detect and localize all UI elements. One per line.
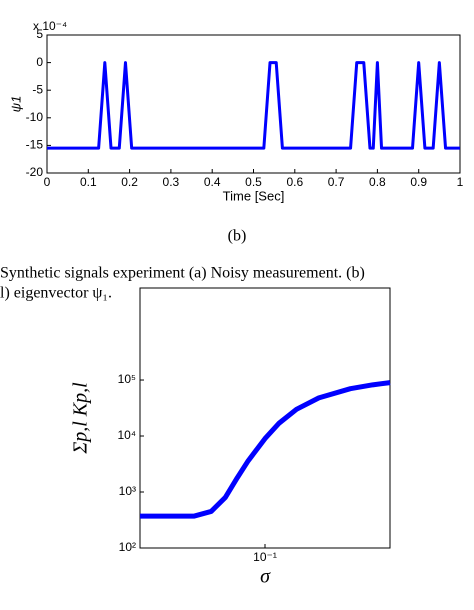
x-tick-label: 0.1 xyxy=(80,175,97,189)
data-line xyxy=(140,380,391,519)
y-tick-label: -10 xyxy=(26,110,44,124)
y-multiplier: x 10⁻⁴ xyxy=(33,19,67,33)
y-axis-label: ψ1 xyxy=(8,96,23,113)
x-tick-label: 1 xyxy=(457,175,464,189)
y-tick-label: -15 xyxy=(26,138,44,152)
plot-area xyxy=(139,287,391,549)
caption-line: Synthetic signals experiment (a) Noisy m… xyxy=(0,265,365,282)
y-tick-label: 10² xyxy=(119,540,136,554)
data-line xyxy=(47,61,460,150)
x-tick-label: 0.8 xyxy=(369,175,386,189)
y-tick-label: -20 xyxy=(26,165,44,179)
y-tick-label: 10³ xyxy=(119,484,136,498)
x-axis-label: Time [Sec] xyxy=(223,188,285,203)
y-tick-label: -5 xyxy=(32,82,43,96)
y-tick-label: 10⁴ xyxy=(117,428,136,442)
y-tick-label: 0 xyxy=(36,55,43,69)
x-tick-label: 0.3 xyxy=(163,175,180,189)
x-tick-label: 0.2 xyxy=(121,175,138,189)
caption-line: l) eigenvector ψ₁. xyxy=(0,285,112,302)
x-tick-label: 0.7 xyxy=(328,175,345,189)
y-axis-label: Σp,l Kp,l xyxy=(70,382,92,455)
x-tick-label: 0.4 xyxy=(204,175,221,189)
x-tick-label: 0.9 xyxy=(410,175,427,189)
x-tick-label: 0.5 xyxy=(245,175,262,189)
x-tick-label: 0.6 xyxy=(286,175,303,189)
x-tick-label: 0 xyxy=(44,175,51,189)
y-tick-label: 10⁵ xyxy=(118,372,136,386)
x-tick-label: 10⁻¹ xyxy=(253,550,277,564)
x-axis-label: σ xyxy=(260,566,271,588)
y-tick-label: 5 xyxy=(36,27,43,41)
panel-label: (b) xyxy=(228,228,247,245)
